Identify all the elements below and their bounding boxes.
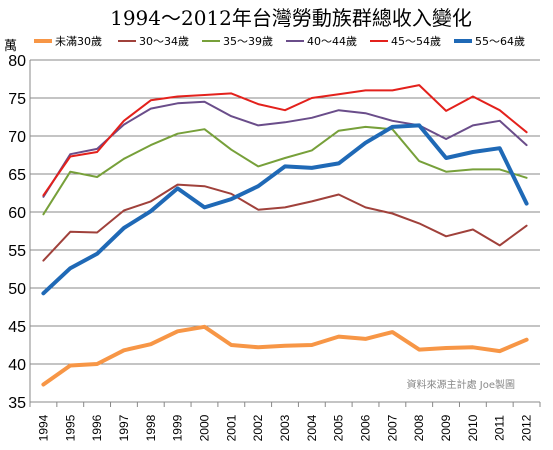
x-tick-label: 2011 [493, 415, 507, 441]
x-tick-label: 2009 [439, 414, 453, 441]
y-tick-label: 55 [8, 243, 26, 260]
chart-title: 1994～2012年台灣勞動族群總收入變化 [110, 6, 472, 30]
legend-label: 30～34歲 [139, 34, 189, 48]
x-tick-label: 1998 [144, 414, 158, 441]
x-tick-label: 2006 [359, 414, 373, 441]
y-tick-label: 45 [8, 319, 26, 336]
y-tick-label: 65 [8, 167, 26, 184]
legend-label: 45～54歲 [391, 34, 441, 48]
series-lines [41, 84, 529, 387]
source-note: 資料來源主計處 Joe製圖 [407, 378, 515, 391]
x-tick-label: 1994 [36, 414, 50, 441]
x-tick-label: 2010 [466, 414, 480, 441]
y-tick-label: 75 [8, 91, 26, 108]
legend: 未滿30歲 30～34歲 35～39歲 40～44歲 45～54歲 55～64歲 [34, 34, 525, 48]
unit-label: 萬 [4, 39, 17, 54]
series-line-2 [42, 125, 528, 216]
y-tick-label: 60 [8, 205, 26, 222]
y-tick-label: 35 [8, 395, 26, 412]
x-tick-label: 2001 [224, 414, 238, 441]
x-tick-label: 2000 [197, 414, 211, 441]
series-line-1 [42, 183, 528, 262]
x-axis: 1994 1995 1996 1997 1998 1999 2000 2001 2002 2003… [29, 402, 541, 441]
y-tick-label: 70 [8, 129, 26, 146]
y-tick-label: 80 [8, 53, 26, 70]
legend-label: 未滿30歲 [55, 34, 102, 48]
x-tick-label: 2005 [332, 414, 346, 441]
y-axis: 35 40 45 50 55 60 65 70 75 80 [8, 53, 31, 412]
x-tick-label: 2004 [305, 414, 319, 441]
y-tick-label: 50 [8, 281, 26, 298]
x-tick-label: 1999 [171, 414, 185, 441]
legend-label: 40～44歲 [307, 34, 357, 48]
y-tick-label: 40 [8, 357, 26, 374]
x-tick-label: 2012 [520, 414, 534, 441]
x-tick-label: 2003 [278, 414, 292, 441]
series-line-5 [41, 123, 529, 296]
x-tick-label: 2007 [385, 414, 399, 441]
x-tick-label: 2008 [412, 414, 426, 441]
legend-label: 35～39歲 [223, 34, 273, 48]
series-line-3 [42, 100, 528, 198]
series-line-4 [42, 84, 528, 197]
legend-label: 55～64歲 [475, 34, 525, 48]
x-tick-label: 2002 [251, 414, 265, 441]
x-tick-label: 1995 [63, 414, 77, 441]
series-line-0 [41, 324, 529, 387]
x-tick-label: 1996 [90, 414, 104, 441]
x-tick-label: 1997 [117, 414, 131, 441]
gridlines [30, 59, 540, 403]
